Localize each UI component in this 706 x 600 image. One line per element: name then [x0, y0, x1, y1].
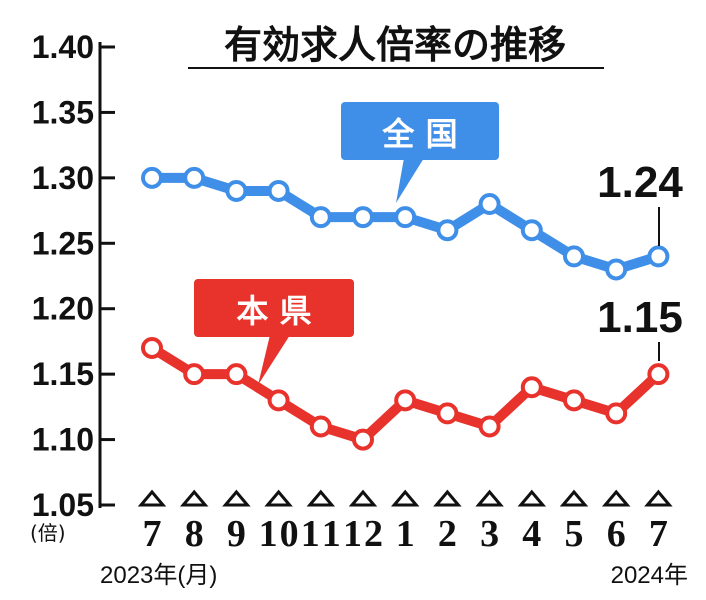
last-value-honken: 1.15 [597, 293, 683, 342]
data-point-zenkoku [478, 193, 501, 216]
data-point-honken [225, 363, 248, 386]
data-point-honken [183, 363, 206, 386]
data-point-zenkoku [394, 206, 417, 229]
x-tick-marker [348, 489, 378, 507]
data-point-zenkoku [647, 245, 670, 268]
series-label-honken: 本 県 [194, 279, 354, 385]
x-tick-label: 11 [301, 513, 341, 555]
y-tick-label: 1.20 [32, 291, 94, 327]
x-tick-marker [306, 489, 336, 507]
x-tick-label: 5 [565, 513, 584, 555]
data-point-honken [520, 376, 543, 399]
y-tick-label: 1.40 [32, 29, 94, 65]
x-tick-label: 7 [143, 513, 162, 555]
data-point-honken [394, 389, 417, 412]
x-tick-marker [475, 489, 504, 507]
data-point-honken [267, 389, 290, 412]
y-tick-label: 1.35 [32, 94, 94, 130]
year-end-label: 2024年 [611, 562, 688, 589]
x-tick-label: 10 [259, 513, 299, 555]
data-point-honken [647, 363, 670, 386]
data-point-zenkoku [520, 219, 543, 242]
y-tick-label: 1.05 [32, 487, 94, 523]
data-point-zenkoku [436, 219, 459, 242]
x-tick-label: 6 [607, 513, 626, 555]
x-tick-label: 3 [480, 513, 499, 555]
data-point-honken [478, 415, 501, 438]
x-tick-marker [559, 489, 589, 507]
x-tick-label: 7 [649, 513, 668, 555]
data-point-zenkoku [605, 258, 628, 281]
x-tick-marker [433, 489, 462, 507]
last-value-zenkoku: 1.24 [597, 158, 683, 207]
series-group [141, 166, 670, 451]
x-tick-marker [179, 489, 209, 507]
data-point-zenkoku [309, 206, 332, 229]
x-tick-label: 4 [522, 513, 541, 555]
x-tick-label: 2 [438, 513, 457, 555]
y-tick-label: 1.10 [32, 422, 94, 458]
series-name-honken: 本 県 [236, 292, 311, 330]
data-point-zenkoku [225, 179, 248, 202]
y-tick-label: 1.15 [32, 356, 94, 392]
x-tick-marker [517, 489, 547, 507]
x-tick-marker [390, 489, 420, 507]
data-point-honken [352, 428, 374, 451]
y-ticks: 1.40 1.35 1.30 1.25 1.20 1.15 1.10 1.05 [32, 29, 115, 523]
x-categories: 7 8 9 10 11 12 1 2 3 4 5 6 7 [137, 489, 673, 555]
data-point-zenkoku [563, 245, 585, 268]
data-point-honken [563, 389, 585, 412]
data-point-honken [141, 336, 163, 359]
x-tick-marker [644, 489, 673, 507]
chart-title: 有効求人倍率の推移 [224, 23, 566, 67]
data-point-zenkoku [183, 166, 206, 189]
y-tick-label: 1.25 [32, 225, 94, 261]
x-tick-label: 9 [227, 513, 246, 555]
x-tick-label: 8 [185, 513, 204, 555]
x-tick-marker [137, 489, 167, 507]
data-point-zenkoku [267, 179, 290, 202]
x-tick-label: 12 [343, 513, 383, 555]
data-point-zenkoku [141, 166, 163, 189]
series-name-zenkoku: 全 国 [381, 115, 457, 153]
y-tick-label: 1.30 [32, 160, 94, 196]
y-unit-label: (倍) [30, 521, 66, 545]
data-point-zenkoku [352, 206, 374, 229]
year-start-label: 2023年(月) [100, 562, 217, 589]
x-tick-marker [264, 489, 293, 507]
data-point-honken [436, 402, 459, 425]
x-tick-marker [601, 489, 631, 507]
data-point-honken [605, 402, 628, 425]
x-tick-marker [222, 489, 251, 507]
data-point-honken [309, 415, 332, 438]
series-label-zenkoku: 全 国 [341, 102, 499, 203]
x-tick-label: 1 [396, 513, 415, 555]
